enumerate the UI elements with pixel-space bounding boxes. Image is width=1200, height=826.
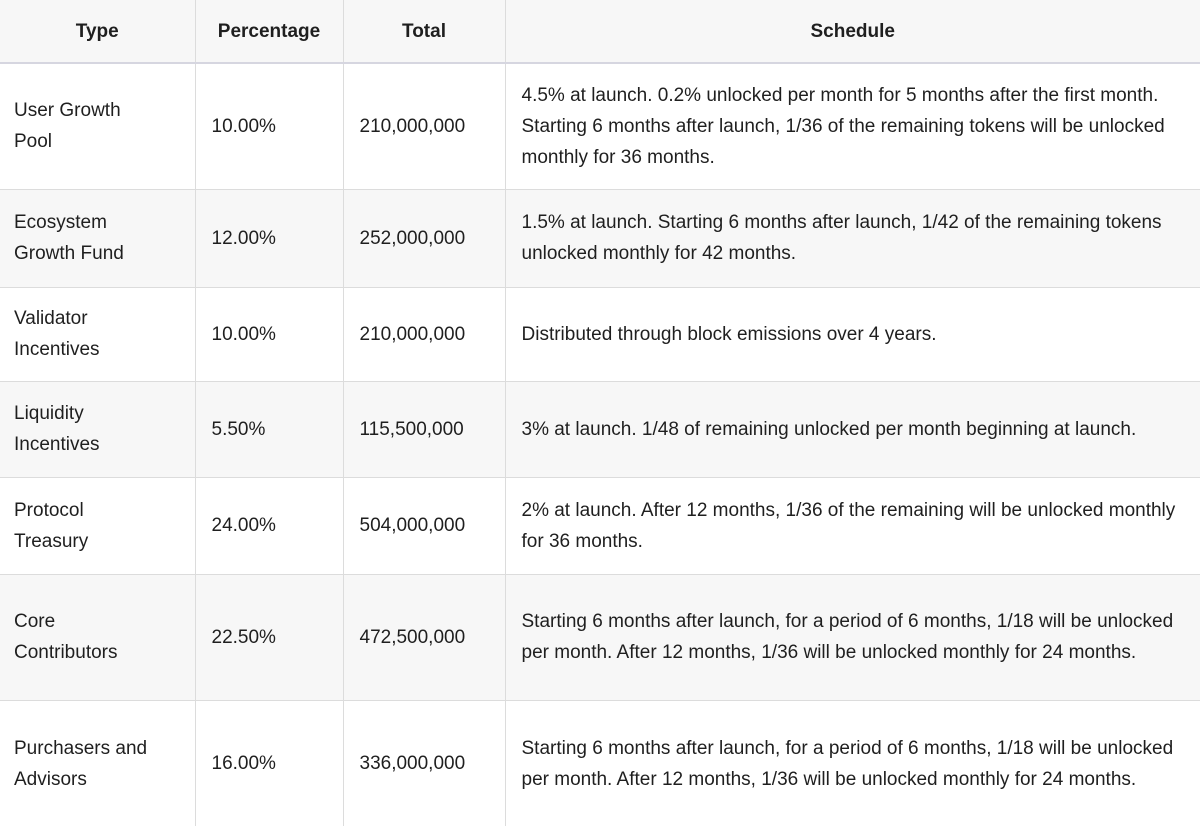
percentage-cell: 10.00% — [194, 286, 344, 382]
total-cell: 336,000,000 — [342, 699, 506, 826]
type-line: Contributors — [14, 642, 118, 663]
type-line: Incentives — [14, 339, 100, 360]
total-cell: 252,000,000 — [342, 188, 506, 288]
type-line: Advisors — [14, 768, 87, 790]
table-row: Core Contributors 22.50% 472,500,000 Startin… — [0, 573, 1200, 701]
type-line: Liquidity — [14, 403, 84, 424]
type-line: Core — [14, 611, 56, 632]
type-cell: Liquidity Incentives — [0, 380, 196, 478]
column-header: Total — [342, 0, 506, 64]
total-cell: 115,500,000 — [342, 380, 506, 478]
type-cell: User Growth Pool — [0, 62, 196, 190]
total-cell: 504,000,000 — [342, 476, 506, 575]
type-cell: Ecosystem Growth Fund — [0, 188, 196, 288]
type-line: Incentives — [14, 434, 100, 455]
table-row: Liquidity Incentives 5.50% 115,500,000 3% at… — [0, 380, 1200, 478]
table-row: Purchasers and Advisors 16.00% 336,000,000 S… — [0, 699, 1200, 826]
table-row: Protocol Treasury 24.00% 504,000,000 2% at l… — [0, 476, 1200, 575]
type-line: Purchasers and — [14, 737, 148, 759]
type-cell: Validator Incentives — [0, 286, 196, 382]
type-cell: Core Contributors — [0, 573, 196, 701]
type-line: Validator — [14, 308, 88, 329]
type-line: Treasury — [14, 530, 89, 552]
schedule-cell: Distributed through block emissions over… — [504, 286, 1200, 382]
type-cell: Purchasers and Advisors — [0, 699, 196, 826]
type-line: Growth Fund — [14, 243, 124, 264]
percentage-cell: 24.00% — [194, 476, 344, 575]
column-header: Percentage — [194, 0, 344, 64]
percentage-cell: 10.00% — [194, 62, 344, 190]
percentage-cell: 22.50% — [194, 573, 344, 701]
type-line: Pool — [14, 131, 53, 153]
type-line: User Growth — [14, 100, 121, 122]
percentage-cell: 5.50% — [194, 380, 344, 478]
total-cell: 210,000,000 — [342, 62, 506, 190]
type-line: Protocol — [14, 499, 84, 521]
schedule-cell: 2% at launch. After 12 months, 1/36 of t… — [504, 476, 1200, 575]
table-row: User Growth Pool 10.00% 210,000,000 4.5% at … — [0, 62, 1200, 190]
schedule-cell: 4.5% at launch. 0.2% unlocked per month … — [504, 62, 1200, 190]
column-header: Schedule — [504, 0, 1200, 64]
type-cell: Protocol Treasury — [0, 476, 196, 575]
schedule-cell: Starting 6 months after launch, for a pe… — [504, 573, 1200, 701]
schedule-cell: 1.5% at launch. Starting 6 months after … — [504, 188, 1200, 288]
table-row: Ecosystem Growth Fund 12.00% 252,000,000 1.5… — [0, 188, 1200, 288]
percentage-cell: 16.00% — [194, 699, 344, 826]
table-row: Validator Incentives 10.00% 210,000,000 Dist… — [0, 286, 1200, 382]
header-row: Type Percentage Total Schedule — [0, 0, 1200, 64]
type-line: Ecosystem — [14, 212, 107, 233]
column-header: Type — [0, 0, 196, 64]
percentage-cell: 12.00% — [194, 188, 344, 288]
schedule-cell: Starting 6 months after launch, for a pe… — [504, 699, 1200, 826]
total-cell: 210,000,000 — [342, 286, 506, 382]
schedule-cell: 3% at launch. 1/48 of remaining unlocked… — [504, 380, 1200, 478]
total-cell: 472,500,000 — [342, 573, 506, 701]
